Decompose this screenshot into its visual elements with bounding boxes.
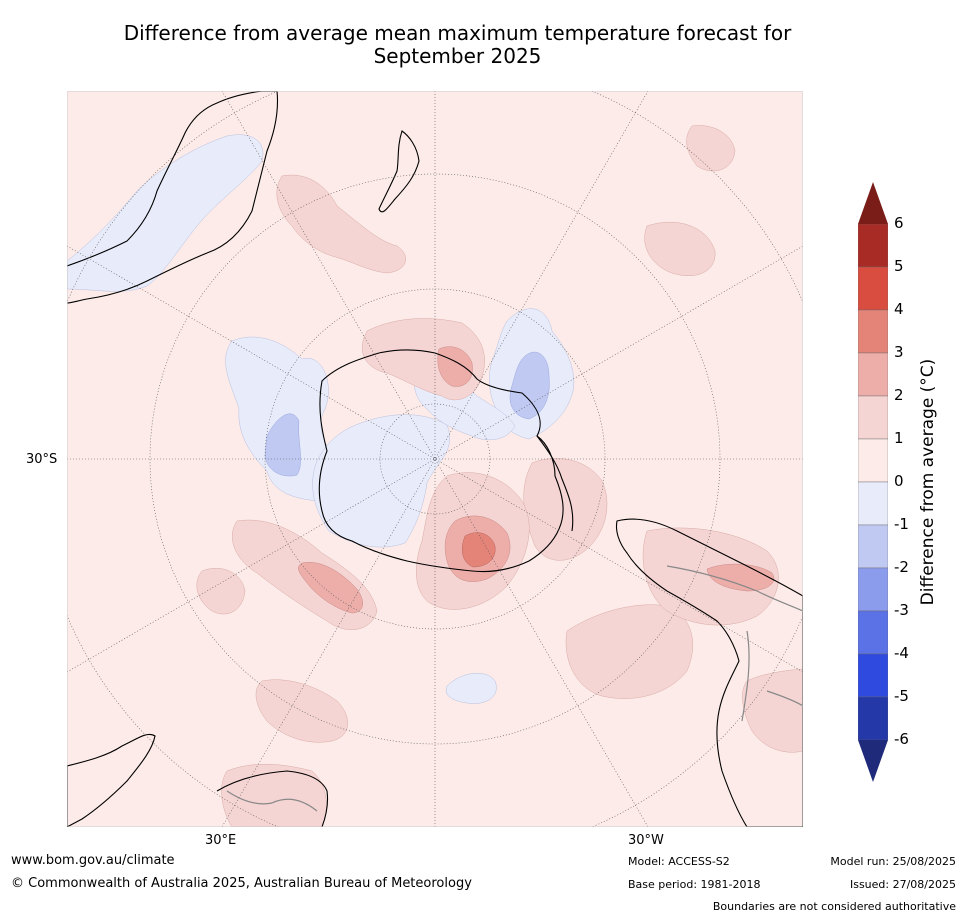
antarctica-coastline [318, 349, 564, 573]
graticule-label-30e: 30°E [205, 833, 237, 848]
colorbar-segment [858, 266, 888, 311]
colorbar-segment [858, 481, 888, 526]
colorbar-label: Difference from average (°C) [918, 358, 938, 606]
anomaly-neg-south-atlantic [445, 673, 497, 704]
colorbar-segment [858, 567, 888, 612]
footer-url: www.bom.gov.au/climate [11, 853, 175, 868]
colorbar-tick-label: -2 [894, 558, 909, 576]
anomaly-pos-south-atlantic [565, 604, 693, 699]
colorbar-segment [858, 395, 888, 440]
anomaly-pos-pacific-north [644, 222, 716, 277]
colorbar-segment [858, 309, 888, 354]
polar-map [67, 91, 803, 827]
africa-borders [226, 790, 318, 812]
anomaly-pos3-bellingshausen [462, 532, 496, 568]
colorbar-segment [858, 438, 888, 483]
colorbar-tick-label: -5 [894, 687, 909, 705]
colorbar-over-arrow [858, 182, 888, 224]
antarctic-peninsula [536, 435, 574, 532]
colorbar-tick-label: 2 [894, 386, 904, 404]
colorbar-segment [858, 696, 888, 741]
colorbar-tick-label: -4 [894, 644, 909, 662]
south-america-coastline [615, 518, 803, 827]
title-line-2: September 2025 [373, 44, 542, 68]
colorbar-tick-label: 5 [894, 257, 904, 275]
footer-base-period: Base period: 1981-2018 [628, 878, 761, 891]
anomaly-pos-indian-mid [255, 679, 348, 743]
colorbar-segment [858, 223, 888, 268]
colorbar-tick-label: -1 [894, 515, 909, 533]
graticule [67, 91, 803, 827]
colorbar-tick-label: 4 [894, 300, 904, 318]
anomaly-pos-patagonia-east [742, 668, 803, 753]
anomaly-pos-west-indian [196, 567, 246, 615]
australia-coastline [67, 91, 279, 304]
map-frame [67, 91, 803, 827]
anomaly-neg2-indian-ocean [264, 413, 301, 477]
anomaly-pos-south-africa [221, 764, 327, 827]
footer-model-run: Model run: 25/08/2025 [830, 855, 956, 868]
anomaly-neg-australia-north [67, 134, 264, 292]
footer-issued: Issued: 27/08/2025 [849, 878, 956, 891]
footer-copyright: © Commonwealth of Australia 2025, Austra… [11, 876, 472, 891]
footer-model: Model: ACCESS-S2 [628, 855, 730, 868]
new-zealand-coastline [378, 130, 420, 213]
colorbar-tick-label: 1 [894, 429, 904, 447]
title-line-1: Difference from average mean maximum tem… [123, 21, 792, 45]
colorbar-tick-label: 3 [894, 343, 904, 361]
anomaly-pos-pacific-ne [686, 125, 736, 172]
africa-coastline [67, 733, 329, 827]
colorbar-tick-label: -6 [894, 730, 909, 748]
graticule-label-30s: 30°S [26, 452, 58, 467]
anomaly-pos2-east-antarctica [437, 346, 473, 387]
colorbar-tick-label: -3 [894, 601, 909, 619]
colorbar-under-arrow [858, 740, 888, 782]
colorbar-segment [858, 610, 888, 655]
colorbar-segment [858, 352, 888, 397]
footer-disclaimer: Boundaries are not considered authoritat… [712, 900, 956, 913]
colorbar-segment [858, 653, 888, 698]
anomaly-pos2-indian-south [298, 562, 363, 614]
graticule-label-30w: 30°W [628, 833, 664, 848]
chart-title: Difference from average mean maximum tem… [60, 22, 855, 68]
colorbar-tick-label: 0 [894, 472, 904, 490]
anomaly-pos-nz-east [276, 174, 406, 274]
colorbar-tick-label: 6 [894, 214, 904, 232]
colorbar [858, 182, 888, 782]
anomaly-neg2-weddell-sea [509, 351, 550, 420]
colorbar-segment [858, 524, 888, 569]
